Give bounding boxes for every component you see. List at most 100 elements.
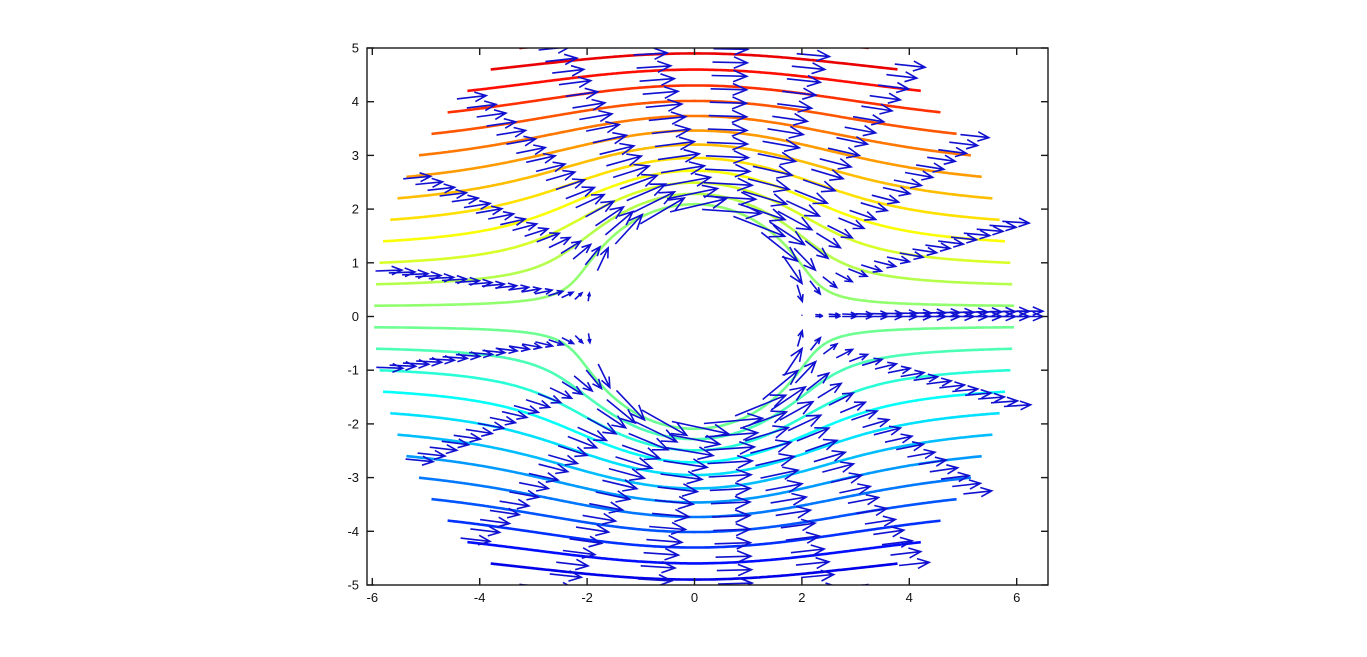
- flow-arrow: [626, 183, 668, 202]
- flow-arrow: [615, 456, 654, 471]
- flow-arrow: [938, 238, 966, 248]
- flow-arrow: [828, 312, 842, 318]
- flow-arrow: [637, 573, 674, 585]
- flow-arrow: [543, 581, 570, 585]
- flow-arrow: [528, 472, 561, 483]
- flow-arrow: [572, 243, 593, 260]
- flow-arrow: [752, 165, 795, 179]
- flow-arrow: [548, 454, 580, 466]
- flow-arrow: [556, 558, 591, 571]
- flow-arrow: [574, 291, 584, 300]
- flow-arrow: [926, 377, 954, 387]
- y-tick-label: -5: [347, 578, 359, 593]
- flow-arrow: [750, 439, 793, 454]
- flow-arrow: [614, 212, 644, 245]
- flow-arrow: [704, 163, 752, 178]
- flow-arrow: [585, 200, 616, 218]
- flow-arrow: [632, 601, 665, 612]
- x-tick-label: -4: [474, 590, 486, 605]
- flow-arrow: [790, 544, 827, 557]
- flow-arrow: [535, 340, 555, 348]
- flow-arrow: [619, 173, 660, 190]
- flow-arrow: [624, 10, 657, 21]
- flow-arrow: [893, 178, 924, 189]
- flow-arrow: [663, 458, 710, 473]
- flow-arrow: [822, 342, 839, 355]
- flow-arrow: [861, 103, 895, 115]
- streamline: [375, 192, 1013, 286]
- flow-arrow: [501, 410, 529, 420]
- flow-arrow: [560, 240, 583, 255]
- flow-arrow: [526, 152, 558, 164]
- flow-arrow: [585, 369, 603, 391]
- flow-arrow: [912, 246, 939, 257]
- flow-arrow: [806, 25, 838, 36]
- y-tick-label: 2: [352, 202, 359, 217]
- flow-arrow: [375, 265, 404, 276]
- flow-arrow: [585, 120, 622, 134]
- flow-arrow: [828, 392, 856, 406]
- streamline: [467, 540, 921, 565]
- flow-arrow: [978, 392, 1007, 403]
- flow-arrow: [719, 591, 753, 602]
- flow-arrow: [441, 438, 471, 449]
- flow-arrow: [927, 154, 958, 166]
- flow-arrow: [844, 124, 878, 137]
- flow-arrow: [878, 81, 911, 94]
- streamline: [383, 390, 1006, 464]
- flow-arrow: [709, 482, 753, 497]
- flow-arrow: [940, 471, 972, 483]
- flow-arrow: [744, 425, 791, 442]
- flow-arrow: [608, 467, 647, 482]
- flow-arrow: [654, 495, 696, 510]
- flow-arrow: [635, 588, 668, 599]
- flow-arrow: [629, 614, 662, 625]
- flow-arrow: [548, 289, 565, 297]
- flow-arrow: [884, 433, 915, 444]
- flow-arrow: [552, 64, 586, 77]
- flow-arrow: [713, 48, 750, 56]
- flow-arrow: [470, 525, 502, 537]
- flow-arrow: [537, 392, 563, 404]
- flow-arrow: [915, 162, 946, 173]
- flow-arrow: [794, 189, 830, 205]
- flow-arrow: [815, 313, 824, 317]
- flow-arrow: [856, 504, 889, 517]
- flow-arrow: [456, 91, 489, 103]
- flow-arrow: [521, 286, 543, 294]
- flow-arrow: [839, 401, 868, 414]
- quiver-layer: [375, 10, 1045, 638]
- flow-arrow: [592, 131, 629, 145]
- flow-arrow: [702, 205, 763, 220]
- flow-arrow: [801, 569, 836, 582]
- flow-arrow: [627, 627, 660, 638]
- flow-arrow: [402, 358, 431, 369]
- flow-arrow: [453, 432, 483, 443]
- flow-arrow: [636, 60, 673, 74]
- flow-arrow: [627, 22, 660, 33]
- flow-arrow: [537, 594, 568, 604]
- flow-arrow: [1016, 306, 1045, 317]
- flow-arrow: [705, 426, 760, 441]
- flow-arrow: [549, 387, 574, 400]
- flow-arrow: [709, 96, 749, 110]
- streamline: [519, 48, 869, 50]
- flow-arrow: [1003, 400, 1033, 411]
- flow-arrow: [851, 409, 880, 421]
- flow-arrow: [574, 335, 585, 345]
- flow-arrow: [582, 512, 618, 525]
- streamline: [374, 202, 1015, 308]
- flow-arrow: [479, 516, 512, 528]
- flow-arrow: [509, 489, 541, 501]
- flow-arrow: [813, 450, 848, 463]
- flow-arrow: [499, 498, 531, 510]
- flow-arrow: [742, 190, 789, 207]
- flow-arrow: [577, 426, 609, 442]
- flow-arrow: [965, 388, 994, 399]
- flow-arrow: [506, 135, 538, 147]
- flow-arrow: [772, 112, 810, 126]
- flow-arrow: [765, 479, 805, 493]
- flow-arrow: [713, 522, 753, 537]
- flow-arrow: [648, 111, 688, 125]
